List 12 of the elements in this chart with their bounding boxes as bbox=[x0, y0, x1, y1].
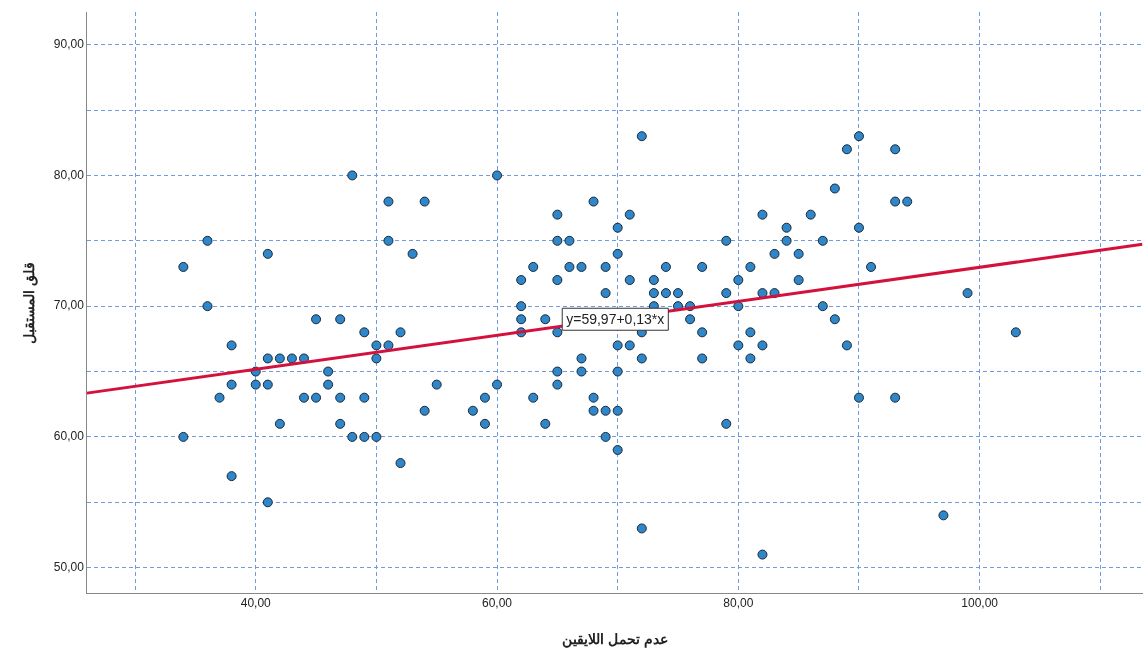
annotation: y=59,97+0,13*x bbox=[566, 311, 665, 328]
x-tick-label: 40,00 bbox=[240, 596, 272, 611]
y-tick-label: 90,00 bbox=[53, 37, 85, 51]
x-axis-title: عدم تحمل اللايقين bbox=[561, 631, 668, 649]
x-tick-label: 80,00 bbox=[723, 596, 754, 611]
x-tick-label: 60,00 bbox=[482, 596, 513, 611]
x-tick-label: 100,00 bbox=[961, 596, 999, 611]
y-tick-label: 60,00 bbox=[53, 429, 85, 444]
y-tick-label: 80,00 bbox=[53, 167, 85, 182]
y-axis-title: قلق المستقبل bbox=[21, 261, 39, 344]
y-tick-label: 70,00 bbox=[53, 298, 85, 313]
y-tick-label: 50,00 bbox=[53, 559, 85, 574]
